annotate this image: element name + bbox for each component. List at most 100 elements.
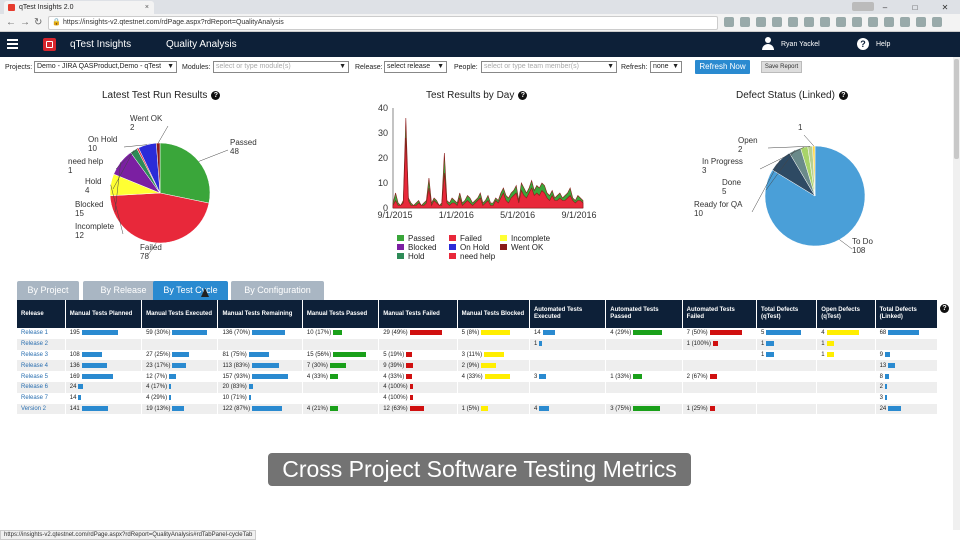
tab-by-release[interactable]: By Release bbox=[83, 281, 164, 300]
table-cell[interactable]: Release 7 bbox=[17, 392, 66, 404]
extension-icon[interactable] bbox=[852, 17, 862, 27]
tab-by-test-cycle[interactable]: By Test Cycle bbox=[153, 281, 228, 300]
release-link[interactable]: Release 1 bbox=[21, 330, 49, 337]
column-header[interactable]: Automated Tests Passed bbox=[605, 300, 683, 328]
column-header[interactable]: Manual Tests Planned bbox=[65, 300, 143, 328]
pie-slice-failed[interactable] bbox=[109, 192, 210, 244]
close-window-icon[interactable]: ✕ bbox=[941, 2, 949, 12]
people-select[interactable]: select or type team member(s) ▼ bbox=[481, 61, 617, 73]
column-header[interactable]: Open Defects (qTest) bbox=[816, 300, 876, 328]
area-series-failed[interactable] bbox=[392, 137, 584, 209]
legend-item-passed[interactable]: Passed bbox=[397, 234, 435, 243]
release-link[interactable]: Release 4 bbox=[21, 362, 49, 369]
legend-item-blocked[interactable]: Blocked bbox=[397, 243, 436, 252]
legend-label: Hold bbox=[408, 252, 425, 261]
help-link[interactable]: Help bbox=[876, 41, 891, 48]
help-icon[interactable]: ? bbox=[940, 304, 949, 313]
help-icon[interactable]: ? bbox=[857, 38, 869, 50]
legend-item-went-ok[interactable]: Went OK bbox=[500, 243, 543, 252]
pie-leader-line bbox=[110, 184, 124, 235]
extension-icon[interactable] bbox=[740, 17, 750, 27]
release-link[interactable]: Version 2 bbox=[21, 405, 47, 412]
extension-icon[interactable] bbox=[804, 17, 814, 27]
legend-item-need-help[interactable]: need help bbox=[449, 252, 495, 261]
cell-bar bbox=[406, 351, 412, 357]
table-cell: 1 (5%) bbox=[457, 403, 530, 415]
table-cell[interactable]: Version 2 bbox=[17, 403, 66, 415]
extension-icon[interactable] bbox=[772, 17, 782, 27]
release-link[interactable]: Release 2 bbox=[21, 341, 49, 348]
extension-icon[interactable] bbox=[836, 17, 846, 27]
help-icon[interactable]: ? bbox=[211, 91, 221, 100]
column-header[interactable]: Manual Tests Passed bbox=[302, 300, 380, 328]
back-icon[interactable]: ← bbox=[6, 17, 16, 28]
page-scrollbar[interactable] bbox=[953, 57, 960, 530]
column-header[interactable]: Automated Tests Executed bbox=[529, 300, 607, 328]
modules-select[interactable]: select or type module(s) ▼ bbox=[213, 61, 349, 73]
minimize-icon[interactable]: – bbox=[882, 2, 888, 12]
extension-icon[interactable] bbox=[868, 17, 878, 27]
scrollbar-thumb[interactable] bbox=[954, 59, 959, 159]
table-cell[interactable]: Release 5 bbox=[17, 371, 66, 382]
extension-icon[interactable] bbox=[788, 17, 798, 27]
legend-item-hold[interactable]: Hold bbox=[397, 252, 424, 261]
projects-select[interactable]: Demo - JIRA QASProduct,Demo - qTest ▼ bbox=[34, 61, 177, 73]
release-link[interactable]: Release 3 bbox=[21, 351, 49, 358]
cell-value: 4 (29%) bbox=[610, 330, 632, 337]
column-header[interactable]: Total Defects (Linked) bbox=[875, 300, 939, 328]
help-icon[interactable]: ? bbox=[518, 91, 528, 100]
profile-badge[interactable] bbox=[852, 2, 874, 11]
release-link[interactable]: Release 7 bbox=[21, 395, 49, 402]
extension-icon[interactable] bbox=[756, 17, 766, 27]
table-cell: 2 (67%) bbox=[682, 371, 758, 382]
table-cell[interactable]: Release 6 bbox=[17, 381, 66, 393]
tab-by-configuration[interactable]: By Configuration bbox=[231, 281, 324, 300]
table-cell[interactable]: Release 2 bbox=[17, 338, 66, 350]
user-icon[interactable] bbox=[762, 37, 774, 51]
table-cell[interactable]: Release 1 bbox=[17, 328, 66, 339]
cell-bar bbox=[633, 373, 643, 379]
column-header[interactable]: Total Defects (qTest) bbox=[756, 300, 818, 328]
release-link[interactable]: Release 6 bbox=[21, 384, 49, 391]
legend-item-incomplete[interactable]: Incomplete bbox=[500, 234, 550, 243]
extension-icon[interactable] bbox=[820, 17, 830, 27]
refresh-now-button[interactable]: Refresh Now bbox=[695, 60, 750, 74]
release-link[interactable]: Release 5 bbox=[21, 373, 49, 380]
cell-bar bbox=[884, 395, 887, 401]
forward-icon[interactable]: → bbox=[20, 17, 30, 28]
table-row: Version 2 141 19 (13%) 122 (87%) 4 (21%) 12 (… bbox=[17, 403, 939, 415]
column-header[interactable]: Manual Tests Executed bbox=[141, 300, 219, 328]
tab-close-icon[interactable]: × bbox=[144, 4, 149, 11]
legend-item-failed[interactable]: Failed bbox=[449, 234, 482, 243]
extension-icon[interactable] bbox=[916, 17, 926, 27]
url-input[interactable]: 🔒 https://insights-v2.qtestnet.com/rdPag… bbox=[48, 16, 718, 30]
save-report-button[interactable]: Save Report bbox=[761, 61, 802, 73]
help-icon[interactable]: ? bbox=[838, 91, 848, 100]
refresh-select[interactable]: none ▼ bbox=[650, 61, 682, 73]
extension-icon[interactable] bbox=[900, 17, 910, 27]
extension-icon[interactable] bbox=[932, 17, 942, 27]
tab-by-project[interactable]: By Project bbox=[17, 281, 79, 300]
column-header[interactable]: Manual Tests Failed bbox=[378, 300, 458, 328]
pie-slice-passed[interactable] bbox=[159, 142, 211, 204]
browser-tab[interactable]: qTest Insights 2.0 × bbox=[4, 1, 154, 14]
table-cell[interactable]: Release 3 bbox=[17, 349, 66, 361]
release-select[interactable]: select release ▼ bbox=[384, 61, 447, 73]
cell-bar bbox=[169, 373, 177, 379]
cell-value: 13 bbox=[879, 362, 887, 369]
maximize-icon[interactable]: □ bbox=[912, 2, 918, 12]
legend-item-on-hold[interactable]: On Hold bbox=[449, 243, 489, 252]
reload-icon[interactable]: ↻ bbox=[34, 17, 43, 28]
column-header[interactable]: Manual Tests Blocked bbox=[457, 300, 530, 328]
cell-value: 68 bbox=[879, 330, 887, 337]
extension-icon[interactable] bbox=[884, 17, 894, 27]
column-header[interactable]: Manual Tests Remaining bbox=[217, 300, 303, 328]
area-series-passed[interactable] bbox=[392, 117, 584, 209]
legend-label: Went OK bbox=[511, 243, 544, 252]
user-name[interactable]: Ryan Yackel bbox=[781, 41, 820, 48]
column-header[interactable]: Release bbox=[17, 300, 66, 328]
table-cell[interactable]: Release 4 bbox=[17, 360, 66, 372]
extension-icon[interactable] bbox=[724, 17, 734, 27]
hamburger-menu-icon[interactable] bbox=[7, 39, 18, 49]
column-header[interactable]: Automated Tests Failed bbox=[682, 300, 758, 328]
